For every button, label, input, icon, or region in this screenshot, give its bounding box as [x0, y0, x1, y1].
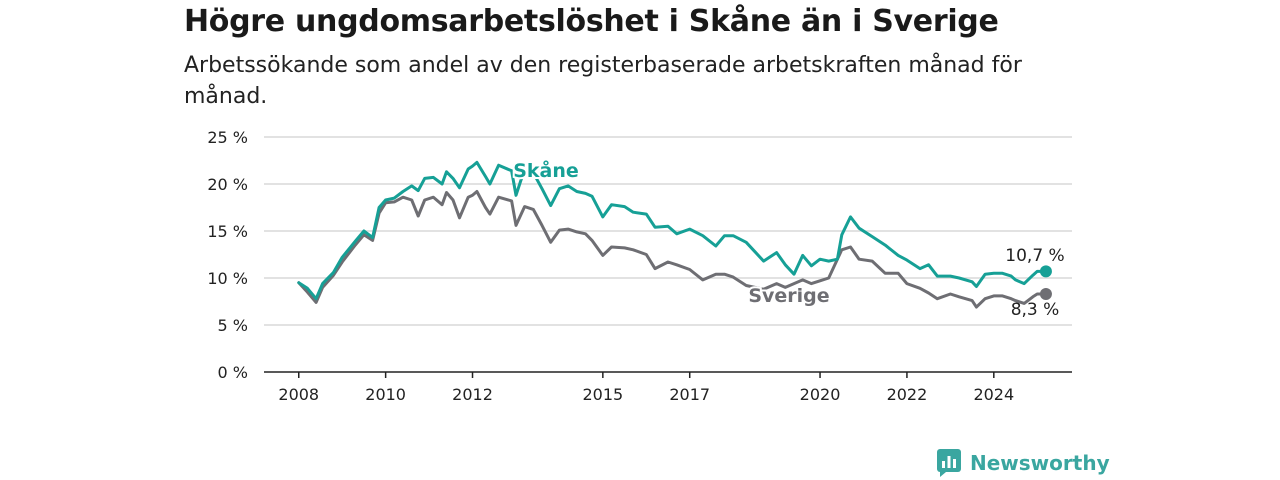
- y-tick-label: 25 %: [207, 128, 248, 147]
- y-tick-label: 0 %: [218, 363, 248, 382]
- end-value-label-skane: 10,7 %: [1005, 246, 1064, 266]
- newsworthy-logo-icon: [937, 449, 961, 477]
- x-tick-label: 2008: [278, 385, 319, 404]
- y-tick-label: 20 %: [207, 175, 248, 194]
- brand-name: Newsworthy: [970, 451, 1110, 475]
- series-end-marker: [1039, 265, 1052, 278]
- series-label-skane: Skåne: [513, 158, 579, 182]
- x-tick-label: 2024: [973, 385, 1014, 404]
- y-tick-label: 15 %: [207, 222, 248, 241]
- y-tick-label: 5 %: [218, 316, 248, 335]
- series-line-sverige: [297, 190, 1048, 309]
- page-title: Högre ungdomsarbetslöshet i Skåne än i S…: [184, 4, 999, 39]
- x-tick-label: 2015: [582, 385, 623, 404]
- end-value-label-sverige: 8,3 %: [1011, 300, 1060, 320]
- y-tick-label: 10 %: [207, 269, 248, 288]
- x-tick-label: 2012: [452, 385, 493, 404]
- series-label-sverige: Sverige: [748, 285, 829, 307]
- x-tick-label: 2022: [887, 385, 928, 404]
- page-subtitle: Arbetssökande som andel av den registerb…: [184, 53, 1022, 109]
- x-tick-label: 2020: [800, 385, 841, 404]
- brand-logo: Newsworthy: [936, 448, 1110, 478]
- x-tick-label: 2017: [669, 385, 710, 404]
- x-tick-label: 2010: [365, 385, 406, 404]
- series-end-marker: [1039, 287, 1052, 300]
- series-line-skane: [297, 160, 1048, 301]
